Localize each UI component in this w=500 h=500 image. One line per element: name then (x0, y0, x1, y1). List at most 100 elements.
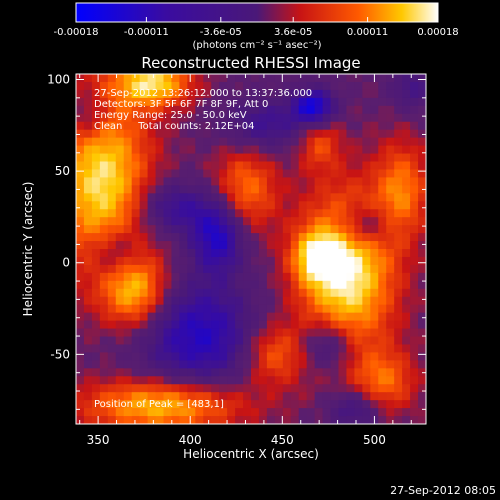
heatmap-cell (386, 161, 395, 171)
heatmap-cell (203, 129, 212, 139)
heatmap-cell (290, 217, 300, 226)
heatmap-cell (410, 105, 419, 115)
heatmap-cell (338, 145, 348, 155)
heatmap-cell (235, 233, 244, 242)
heatmap-cell (83, 193, 93, 202)
heatmap-cell (346, 177, 355, 186)
heatmap-cell (298, 249, 308, 258)
heatmap-cell (107, 193, 117, 202)
heatmap-cell (227, 121, 236, 131)
heatmap-cell (330, 416, 340, 424)
heatmap-cell (274, 400, 284, 409)
heatmap-cell (402, 352, 411, 361)
heatmap-cell (314, 225, 324, 234)
heatmap-cell (83, 225, 93, 234)
heatmap-cell (187, 249, 196, 258)
heatmap-cell (235, 193, 244, 202)
heatmap-cell (171, 233, 180, 242)
heatmap-cell (290, 320, 300, 330)
heatmap-cell (410, 81, 419, 91)
heatmap-cell (346, 217, 355, 226)
heatmap-cell (235, 280, 244, 290)
heatmap-cell (171, 201, 180, 210)
heatmap-cell (227, 145, 236, 155)
heatmap-cell (123, 185, 133, 194)
heatmap-cell (187, 312, 196, 322)
heatmap-cell (370, 272, 379, 282)
heatmap-cell (195, 288, 204, 298)
heatmap-cell (227, 217, 236, 226)
heatmap-cell (243, 121, 252, 131)
heatmap-cell (76, 360, 85, 369)
heatmap-cell (219, 416, 228, 424)
heatmap-cell (386, 81, 395, 91)
heatmap-cell (147, 416, 157, 424)
heatmap-cell (402, 416, 411, 424)
heatmap-cell (83, 121, 93, 131)
colorbar-tick-label: -0.00011 (124, 27, 169, 38)
heatmap-cell (266, 89, 276, 99)
heatmap-cell (378, 74, 387, 83)
heatmap-cell (394, 169, 403, 178)
heatmap-cell (76, 241, 85, 250)
heatmap-cell (227, 376, 236, 385)
heatmap-cell (163, 264, 173, 274)
heatmap-cell (298, 193, 308, 202)
heatmap-cell (131, 201, 141, 210)
heatmap-cell (266, 233, 276, 242)
heatmap-cell (298, 233, 308, 242)
heatmap-cell (99, 185, 109, 194)
heatmap-cell (203, 225, 212, 234)
heatmap-cell (163, 129, 173, 139)
heatmap-cell (155, 392, 165, 401)
heatmap-cell (266, 280, 276, 290)
heatmap-cell (362, 177, 371, 186)
heatmap-cell (314, 320, 324, 330)
heatmap-cell (195, 344, 204, 353)
heatmap-cell (107, 416, 117, 424)
heatmap-cell (107, 241, 117, 250)
heatmap-cell (258, 209, 268, 218)
heatmap-cell (410, 408, 419, 417)
heatmap-cell (187, 256, 196, 266)
heatmap-cell (282, 105, 292, 115)
heatmap-cell (290, 249, 300, 258)
heatmap-cell (203, 384, 212, 393)
heatmap-cell (322, 89, 332, 99)
heatmap-cell (171, 185, 180, 194)
heatmap-cell (179, 376, 188, 385)
heatmap-cell (266, 336, 276, 346)
heatmap-cell (410, 153, 419, 163)
heatmap-cell (322, 177, 332, 186)
heatmap-cell (163, 145, 173, 155)
heatmap-cell (243, 288, 252, 298)
heatmap-cell (370, 328, 379, 338)
heatmap-cell (139, 408, 149, 417)
heatmap-cell (251, 113, 260, 123)
heatmap-cell (402, 161, 411, 171)
heatmap-cell (227, 264, 236, 274)
heatmap-cell (219, 336, 228, 346)
heatmap-cell (274, 392, 284, 401)
heatmap-cell (99, 153, 109, 163)
heatmap-cell (195, 416, 204, 424)
heatmap-cell (346, 105, 355, 115)
heatmap-cell (354, 241, 363, 250)
heatmap-cell (258, 121, 268, 131)
heatmap-cell (99, 81, 109, 91)
heatmap-cell (274, 169, 284, 178)
heatmap-cell (410, 352, 419, 361)
heatmap-cell (418, 296, 426, 306)
heatmap-cell (155, 328, 165, 338)
heatmap-cell (306, 360, 316, 369)
heatmap-cell (115, 121, 125, 131)
heatmap-cell (131, 137, 141, 147)
heatmap-cell (274, 217, 284, 226)
heatmap-cell (243, 201, 252, 210)
heatmap-cell (418, 304, 426, 314)
heatmap-cell (83, 272, 93, 282)
heatmap-cell (306, 105, 316, 115)
heatmap-cell (338, 233, 348, 242)
heatmap-cell (410, 89, 419, 99)
heatmap-cell (131, 288, 141, 298)
